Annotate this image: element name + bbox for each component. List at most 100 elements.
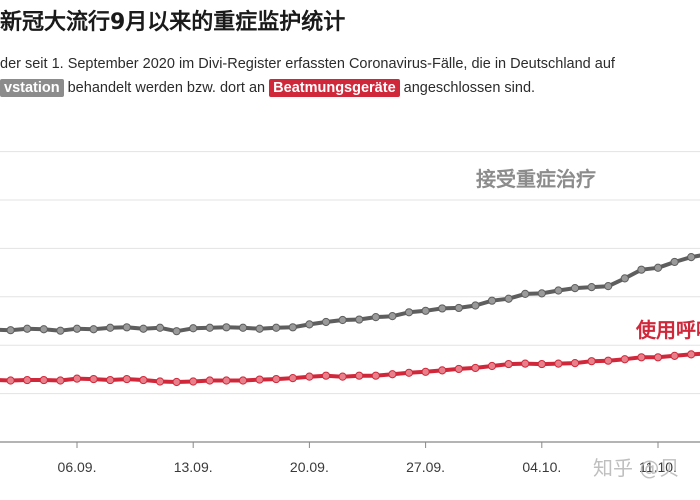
data-point <box>670 257 679 267</box>
data-point <box>305 320 314 329</box>
data-point <box>587 283 596 292</box>
data-point <box>56 326 65 335</box>
data-point <box>72 374 82 383</box>
data-point <box>288 374 297 383</box>
data-point <box>6 326 15 335</box>
series-line-1 <box>0 351 700 384</box>
data-point <box>637 353 646 362</box>
data-point <box>39 375 48 385</box>
data-point <box>23 324 32 333</box>
data-point <box>272 374 281 384</box>
x-tick-label: 11.10. <box>639 459 677 475</box>
data-point <box>355 315 364 324</box>
data-point <box>72 324 82 333</box>
data-point <box>504 359 513 369</box>
data-point <box>653 263 663 272</box>
data-point <box>570 283 580 293</box>
data-point <box>537 359 546 369</box>
data-point <box>687 253 696 262</box>
data-point <box>288 323 297 332</box>
data-point <box>487 296 497 305</box>
chart-title: 新冠大流行9月以来的重症监护统计 <box>0 10 346 35</box>
data-point <box>355 371 364 380</box>
data-point <box>172 377 181 387</box>
data-point <box>521 289 530 298</box>
x-tick-label: 13.09. <box>174 459 213 475</box>
data-point <box>305 372 314 381</box>
data-point <box>272 323 281 332</box>
data-point <box>189 324 198 333</box>
x-tick-label: 06.09. <box>58 459 97 475</box>
data-point <box>222 376 231 385</box>
data-point <box>421 367 430 376</box>
series-label-1: 使用呼吸机 <box>635 318 700 342</box>
chart-subtitle-line2: vstation behandelt werden bzw. dort an B… <box>0 76 700 100</box>
data-point <box>620 355 629 364</box>
data-point <box>122 374 131 384</box>
data-point <box>155 323 165 332</box>
data-point <box>438 304 447 313</box>
data-point <box>471 363 480 373</box>
data-point <box>438 366 447 375</box>
data-point <box>653 353 663 362</box>
data-point <box>421 306 430 315</box>
data-point <box>321 371 331 380</box>
data-point <box>238 376 248 385</box>
data-point <box>570 359 580 368</box>
data-point <box>637 265 646 274</box>
data-point <box>471 301 480 310</box>
data-point <box>189 377 198 386</box>
series-label-0: 接受重症治疗 <box>476 167 596 191</box>
x-tick-label: 20.09. <box>290 459 329 475</box>
data-point <box>172 327 181 336</box>
data-point <box>604 282 613 291</box>
data-point <box>454 303 463 313</box>
data-point <box>554 286 563 295</box>
data-point <box>321 317 331 327</box>
data-point <box>56 376 65 385</box>
data-point <box>587 357 596 366</box>
watermark: 知乎 @贝 <box>593 456 680 480</box>
data-point <box>6 376 15 385</box>
data-point <box>554 359 563 368</box>
data-point <box>139 375 148 385</box>
data-point <box>521 359 530 368</box>
data-point <box>122 323 131 332</box>
data-point <box>106 323 115 332</box>
data-point <box>620 274 629 283</box>
data-point <box>371 313 380 322</box>
data-point <box>255 324 264 333</box>
data-point <box>388 370 397 379</box>
subtitle-text-mid: behandelt werden bzw. dort an <box>63 80 270 96</box>
data-point <box>388 312 397 321</box>
data-point <box>139 324 148 333</box>
data-point <box>338 315 347 325</box>
data-point <box>89 325 98 334</box>
data-point <box>670 351 679 360</box>
data-point <box>687 350 696 359</box>
chart-subtitle-line1: der seit 1. September 2020 im Divi-Regis… <box>0 56 615 72</box>
data-point <box>89 374 98 384</box>
subtitle-text-end: angeschlossen sind. <box>399 80 536 96</box>
data-point <box>238 323 248 332</box>
data-point <box>371 371 380 380</box>
data-point <box>504 294 513 303</box>
data-point <box>537 289 546 298</box>
data-point <box>39 325 48 334</box>
legend-tag-ventilation: Beatmungsgeräte <box>269 79 400 97</box>
data-point <box>404 368 414 377</box>
data-point <box>205 376 214 385</box>
data-point <box>205 323 214 332</box>
data-point <box>338 372 347 381</box>
legend-tag-icu: vstation <box>0 79 64 97</box>
data-point <box>23 375 32 385</box>
data-point <box>487 361 497 371</box>
data-point <box>155 377 165 386</box>
x-tick-label: 27.09. <box>406 459 445 475</box>
data-point <box>255 375 264 384</box>
data-point <box>222 323 231 332</box>
x-tick-label: 04.10. <box>522 459 561 475</box>
data-point <box>604 356 613 365</box>
data-point <box>404 308 414 317</box>
